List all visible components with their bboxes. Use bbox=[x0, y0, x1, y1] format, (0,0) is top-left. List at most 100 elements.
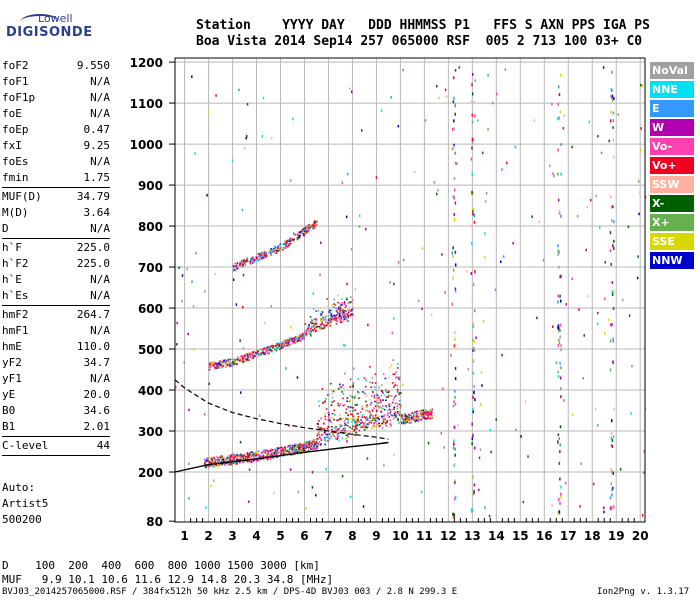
echo-point bbox=[423, 409, 426, 411]
echo-point bbox=[252, 352, 255, 355]
echo-point bbox=[229, 456, 232, 459]
param-value: N/A bbox=[90, 91, 110, 104]
param-row: h`F 225.0 bbox=[2, 240, 110, 256]
echo-point bbox=[305, 335, 307, 337]
echo-point bbox=[281, 447, 284, 449]
echo-point bbox=[286, 450, 289, 452]
noise-point bbox=[442, 387, 444, 390]
interference-point bbox=[453, 127, 455, 131]
echo-point bbox=[288, 344, 291, 346]
echo-point bbox=[400, 423, 403, 426]
echo-point bbox=[333, 409, 335, 412]
echo-point bbox=[429, 412, 432, 415]
echo-point bbox=[210, 361, 213, 364]
echo-point bbox=[360, 419, 363, 421]
interference-point bbox=[470, 508, 473, 512]
param-group-3: h`F 225.0 h`F2 225.0 h`E N/A h`Es N/A bbox=[2, 240, 110, 304]
echo-point bbox=[320, 433, 323, 436]
noise-point bbox=[264, 321, 266, 325]
echo-point bbox=[424, 416, 427, 419]
echo-point bbox=[305, 332, 307, 335]
echo-point bbox=[321, 438, 323, 441]
echo-point bbox=[228, 463, 231, 466]
interference-point bbox=[453, 145, 455, 149]
noise-point bbox=[239, 339, 241, 342]
noise-point bbox=[515, 428, 517, 432]
echo-point bbox=[355, 431, 357, 434]
echo-point bbox=[286, 239, 289, 242]
noise-point bbox=[531, 215, 533, 218]
echo-point bbox=[313, 446, 316, 449]
echo-point bbox=[217, 363, 219, 365]
echo-point bbox=[278, 451, 281, 454]
echo-point bbox=[217, 458, 219, 461]
echo-point bbox=[395, 376, 398, 378]
echo-point bbox=[229, 363, 232, 365]
echo-point bbox=[322, 402, 324, 404]
echo-point bbox=[318, 436, 321, 439]
echo-point bbox=[333, 430, 336, 432]
echo-point bbox=[310, 333, 312, 336]
echo-point bbox=[293, 447, 295, 449]
param-value: 2.01 bbox=[83, 420, 111, 433]
noise-point bbox=[484, 506, 486, 509]
echo-point bbox=[336, 429, 339, 432]
noise-point bbox=[397, 125, 400, 128]
noise-point bbox=[366, 457, 369, 460]
echo-point bbox=[252, 357, 255, 359]
echo-point bbox=[254, 352, 257, 355]
echo-point bbox=[298, 447, 301, 449]
echo-point bbox=[366, 409, 369, 412]
echo-point bbox=[366, 426, 368, 429]
noise-point bbox=[243, 147, 246, 150]
echo-point bbox=[357, 419, 359, 422]
legend-item-noval: NoVal bbox=[650, 62, 694, 79]
echo-point bbox=[204, 465, 206, 468]
x-tick-label: 8 bbox=[348, 529, 356, 543]
echo-point bbox=[342, 387, 345, 389]
echo-point bbox=[430, 414, 433, 416]
echo-point bbox=[291, 450, 294, 453]
noise-point bbox=[248, 500, 250, 503]
interference-point bbox=[471, 137, 474, 141]
param-name: h`F2 bbox=[2, 257, 29, 270]
echo-point bbox=[309, 321, 312, 324]
echo-point bbox=[338, 432, 340, 434]
echo-point bbox=[314, 227, 316, 229]
echo-point bbox=[313, 326, 316, 328]
echo-point bbox=[288, 452, 291, 455]
echo-point bbox=[307, 442, 310, 445]
echo-point bbox=[386, 420, 389, 422]
echo-point bbox=[374, 405, 377, 408]
echo-point bbox=[214, 460, 217, 463]
echo-point bbox=[417, 413, 420, 415]
legend-item-x: X- bbox=[650, 195, 694, 212]
noise-point bbox=[417, 299, 420, 303]
noise-point bbox=[178, 266, 180, 269]
interference-point bbox=[473, 489, 475, 493]
echo-point bbox=[274, 249, 277, 252]
noise-point bbox=[391, 331, 394, 335]
interference-point bbox=[471, 190, 473, 194]
noise-point bbox=[450, 354, 452, 357]
echo-point bbox=[276, 249, 278, 252]
echo-point bbox=[339, 321, 342, 324]
param-row: hmF1 N/A bbox=[2, 323, 110, 339]
echo-point bbox=[259, 454, 262, 457]
echo-point bbox=[382, 421, 385, 423]
echo-point bbox=[227, 458, 230, 460]
param-value: 225.0 bbox=[76, 257, 110, 270]
interference-point bbox=[454, 463, 456, 467]
echo-point bbox=[400, 415, 403, 418]
echo-point bbox=[373, 417, 375, 420]
echo-point bbox=[341, 302, 344, 304]
echo-point bbox=[294, 233, 296, 236]
echo-point bbox=[396, 402, 399, 405]
echo-point bbox=[312, 226, 315, 228]
echo-point bbox=[373, 407, 375, 409]
echo-point bbox=[325, 315, 327, 318]
echo-point bbox=[296, 443, 299, 446]
noise-point bbox=[341, 474, 344, 478]
interference-point bbox=[610, 431, 613, 435]
echo-point bbox=[354, 422, 356, 424]
